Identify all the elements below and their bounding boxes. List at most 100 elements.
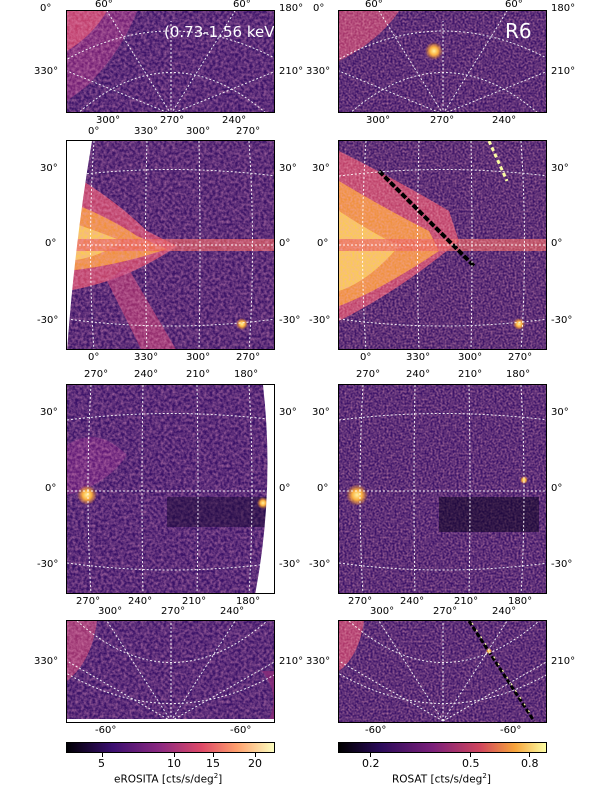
rosat-inner-galaxy-map bbox=[338, 140, 547, 350]
r1r-top-corner: 0° bbox=[313, 3, 325, 14]
erosita-tick-mark bbox=[102, 753, 103, 757]
rosat-tick-label: 0.2 bbox=[362, 757, 380, 770]
r1l-top-1: 60° bbox=[233, 0, 251, 10]
r4l-top-1: 270° bbox=[161, 606, 186, 617]
r1r-top-1: 60° bbox=[505, 0, 523, 10]
r1l-bottom-1: 270° bbox=[160, 115, 185, 126]
r1l-bottom-2: 240° bbox=[222, 115, 247, 126]
r3l-bottom-1: 240° bbox=[128, 596, 153, 607]
r3r-top-0: 270° bbox=[356, 369, 381, 380]
erosita-tick-label: 15 bbox=[206, 757, 220, 770]
r4r-right-0: 210° bbox=[551, 656, 576, 667]
r4l-bottom-1: -60° bbox=[230, 725, 252, 736]
r3l-left-0: 30° bbox=[40, 407, 58, 418]
r2l-right-2: -30° bbox=[279, 315, 301, 326]
r1r-right-0: 210° bbox=[551, 66, 576, 77]
r3r-top-1: 240° bbox=[406, 369, 431, 380]
r3r-left-0: 30° bbox=[312, 407, 330, 418]
r1l-right-top: 180° bbox=[279, 3, 304, 14]
r3r-left-1: 0° bbox=[317, 483, 329, 494]
r2l-top-2: 300° bbox=[186, 126, 211, 137]
rosat-colorbar-title-text: ROSAT [cts/s/deg bbox=[392, 773, 483, 786]
r3l-top-2: 210° bbox=[186, 369, 211, 380]
r4r-left-0: 330° bbox=[306, 656, 331, 667]
erosita-outer-galaxy-map bbox=[66, 384, 275, 594]
r3r-bottom-3: 180° bbox=[508, 596, 533, 607]
erosita-inner-galaxy-map bbox=[66, 140, 275, 350]
erosita-colorbar-title-close: ] bbox=[218, 773, 223, 786]
erosita-tick-label: 5 bbox=[98, 757, 105, 770]
r1r-bottom-2: 240° bbox=[492, 115, 517, 126]
r3r-bottom-0: 270° bbox=[348, 596, 373, 607]
r3l-right-2: -30° bbox=[279, 559, 301, 570]
r3l-right-0: 30° bbox=[279, 407, 297, 418]
r1r-bottom-0: 300° bbox=[366, 115, 391, 126]
r2l-left-0: 30° bbox=[40, 163, 58, 174]
rosat-tick-mark bbox=[529, 753, 530, 757]
r4r-top-1: 270° bbox=[433, 606, 458, 617]
r3r-right-0: 30° bbox=[551, 407, 569, 418]
r2l-left-2: -30° bbox=[37, 315, 59, 326]
r1l-top-0: 60° bbox=[95, 0, 113, 10]
r2r-bottom-0: 0° bbox=[360, 352, 372, 363]
r2r-left-2: -30° bbox=[309, 315, 331, 326]
rosat-north-cap-map: R6 bbox=[338, 10, 547, 113]
erosita-south-cap-map bbox=[66, 620, 275, 723]
rosat-south-cap-map bbox=[338, 620, 547, 723]
erosita-tick-mark bbox=[174, 753, 175, 757]
rosat-colorbar-title: ROSAT [cts/s/deg2] bbox=[392, 772, 491, 786]
erosita-colorbar-title-sup: 2 bbox=[213, 772, 219, 780]
r2r-bottom-3: 270° bbox=[508, 352, 533, 363]
r2r-right-2: -30° bbox=[551, 315, 573, 326]
r3l-bottom-3: 180° bbox=[236, 596, 261, 607]
erosita-tick-mark bbox=[213, 753, 214, 757]
r2l-right-1: 0° bbox=[279, 238, 291, 249]
rosat-band-label: R6 bbox=[505, 19, 532, 43]
r3r-right-1: 0° bbox=[551, 483, 563, 494]
r4l-right-0: 210° bbox=[279, 656, 304, 667]
r2l-bottom-3: 270° bbox=[236, 352, 261, 363]
erosita-colorbar bbox=[66, 742, 275, 753]
r4l-left-0: 330° bbox=[34, 656, 59, 667]
r3r-top-2: 210° bbox=[458, 369, 483, 380]
r1r-right-top: 180° bbox=[551, 3, 576, 14]
r4r-bottom-1: -60° bbox=[500, 725, 522, 736]
r2l-top-3: 270° bbox=[236, 126, 261, 137]
r2l-bottom-0: 0° bbox=[88, 352, 100, 363]
r2l-bottom-1: 330° bbox=[134, 352, 159, 363]
r3r-right-2: -30° bbox=[551, 559, 573, 570]
erosita-tick-label: 20 bbox=[248, 757, 262, 770]
erosita-north-cap-map: (0.73-1.56 keV) bbox=[66, 10, 275, 113]
r2l-right-0: 30° bbox=[279, 163, 297, 174]
r1r-top-0: 60° bbox=[365, 0, 383, 10]
r3l-bottom-0: 270° bbox=[76, 596, 101, 607]
r1l-right-0: 210° bbox=[279, 66, 304, 77]
r3r-left-2: -30° bbox=[309, 559, 331, 570]
r4r-top-2: 240° bbox=[492, 606, 517, 617]
r3l-bottom-2: 210° bbox=[182, 596, 207, 607]
rosat-tick-mark bbox=[370, 753, 371, 757]
r4l-bottom-0: -60° bbox=[95, 725, 117, 736]
erosita-colorbar-title-text: eROSITA [cts/s/deg bbox=[114, 773, 214, 786]
r1r-left-0: 330° bbox=[306, 66, 331, 77]
r2l-left-1: 0° bbox=[45, 238, 57, 249]
r1l-left-0: 330° bbox=[34, 66, 59, 77]
r2l-bottom-2: 300° bbox=[186, 352, 211, 363]
r2r-right-1: 0° bbox=[551, 238, 563, 249]
r3r-bottom-1: 240° bbox=[400, 596, 425, 607]
r1l-top-corner: 0° bbox=[40, 3, 52, 14]
rosat-tick-label: 0.5 bbox=[462, 757, 480, 770]
r2r-right-0: 30° bbox=[551, 163, 569, 174]
r4l-top-2: 240° bbox=[220, 606, 245, 617]
rosat-tick-mark bbox=[470, 753, 471, 757]
r2r-bottom-1: 330° bbox=[406, 352, 431, 363]
energy-band-label: (0.73-1.56 keV) bbox=[164, 23, 275, 41]
erosita-tick-label: 10 bbox=[167, 757, 181, 770]
r2r-bottom-2: 300° bbox=[458, 352, 483, 363]
r2r-left-0: 30° bbox=[312, 163, 330, 174]
r4l-top-0: 300° bbox=[98, 606, 123, 617]
r1r-bottom-1: 270° bbox=[430, 115, 455, 126]
r4r-bottom-0: -60° bbox=[365, 725, 387, 736]
r4r-top-0: 300° bbox=[370, 606, 395, 617]
rosat-colorbar-title-sup: 2 bbox=[482, 772, 487, 780]
